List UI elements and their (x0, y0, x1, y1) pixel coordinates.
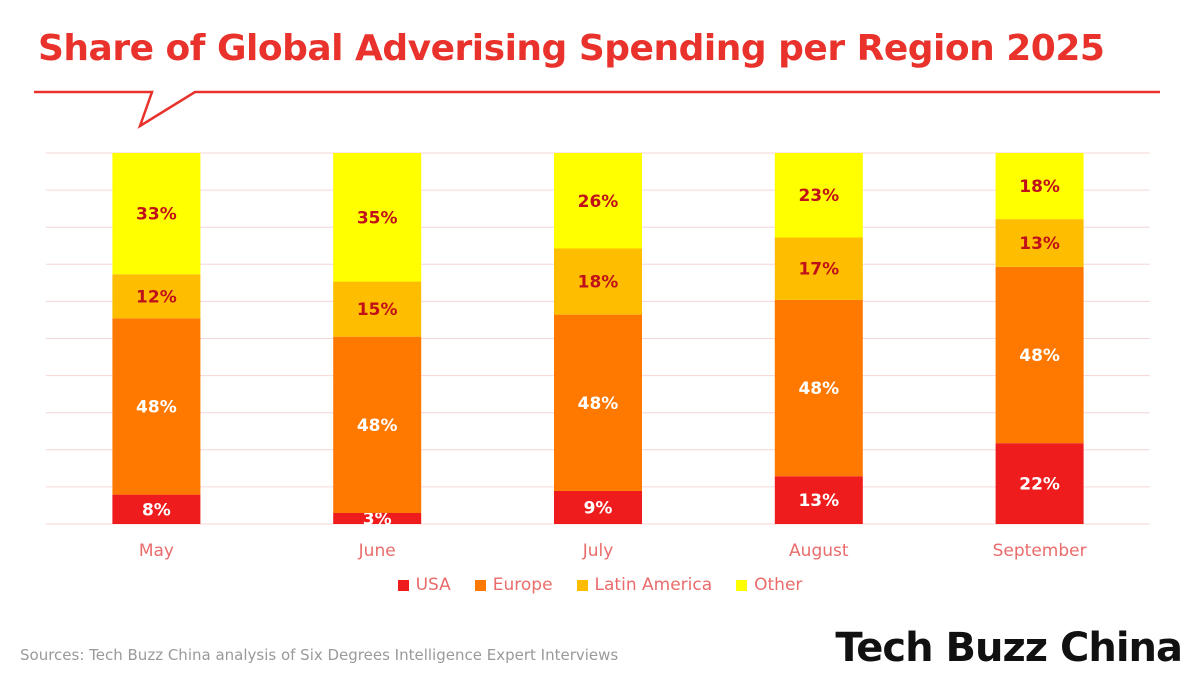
x-tick-label: May (139, 541, 174, 561)
data-label: 48% (136, 397, 177, 417)
bar-segment-europe (774, 299, 863, 477)
data-label: 48% (578, 394, 619, 414)
bar-segment-usa (774, 476, 863, 524)
data-label: 9% (584, 498, 613, 518)
bar-segment-latin-america (554, 248, 642, 315)
legend-swatch (576, 579, 588, 591)
data-label: 13% (798, 491, 839, 511)
tech-buzz-china-logo: Tech Buzz China (835, 625, 1183, 671)
legend-swatch (736, 579, 748, 591)
bar-segment-latin-america (333, 281, 422, 337)
bar-segment-other (554, 153, 642, 249)
x-tick-label: June (358, 541, 396, 561)
data-label: 48% (357, 416, 398, 436)
bar-segment-europe (554, 314, 642, 491)
logo-text: Tech Buzz China (835, 625, 1183, 671)
data-label: 48% (798, 379, 839, 399)
source-note: Sources: Tech Buzz China analysis of Six… (20, 646, 619, 664)
data-label: 13% (1019, 234, 1060, 254)
data-label: 35% (357, 208, 398, 228)
stacked-bar-chart: 8% 48% 12% 33% May 3% 48% 15% 35% June 9% 48% 18% 26%… (46, 152, 1150, 561)
bar-segment-usa (995, 443, 1084, 524)
data-label: 17% (798, 260, 839, 280)
bar-segment-latin-america (995, 219, 1084, 267)
legend-swatch (474, 579, 486, 591)
x-tick-label: August (789, 541, 849, 561)
legend-item: Europe (474, 575, 553, 595)
bar-segment-latin-america (774, 237, 863, 300)
legend-label: Other (754, 575, 803, 595)
legend: USA Europe Latin America Other (0, 575, 1200, 595)
bar-segment-usa (333, 512, 422, 524)
title-callout-line (34, 90, 1160, 129)
data-label: 48% (1019, 346, 1060, 366)
data-label: 8% (142, 500, 171, 520)
legend-item: Latin America (576, 575, 713, 595)
data-label: 18% (578, 273, 619, 293)
data-label: 15% (357, 300, 398, 320)
data-label: 3% (363, 509, 392, 529)
legend-swatch (397, 579, 409, 591)
bar-segment-other (112, 153, 201, 275)
data-label: 12% (136, 287, 177, 307)
data-label: 26% (578, 192, 619, 212)
chart-title: Share of Global Adverising Spending per … (38, 28, 1105, 69)
data-label: 33% (136, 205, 177, 225)
x-tick-label: July (582, 541, 614, 561)
bar-segment-other (774, 153, 863, 238)
bar-segment-usa (554, 490, 642, 524)
legend-label: Latin America (594, 575, 713, 595)
bar-segment-latin-america (112, 274, 201, 319)
bar-segment-usa (112, 494, 201, 524)
bar-segment-other (995, 153, 1084, 220)
legend-item: USA (397, 575, 451, 595)
bar-segment-europe (333, 336, 422, 513)
data-label: 22% (1019, 475, 1060, 495)
legend-item: Other (736, 575, 802, 595)
x-tick-label: September (993, 541, 1087, 561)
legend-label: USA (415, 575, 451, 595)
bar-segment-europe (112, 318, 201, 495)
data-label: 23% (798, 186, 839, 206)
data-label: 18% (1019, 177, 1060, 197)
bar-segment-europe (995, 266, 1084, 444)
bar-segment-other (333, 153, 422, 282)
legend-label: Europe (492, 575, 553, 595)
